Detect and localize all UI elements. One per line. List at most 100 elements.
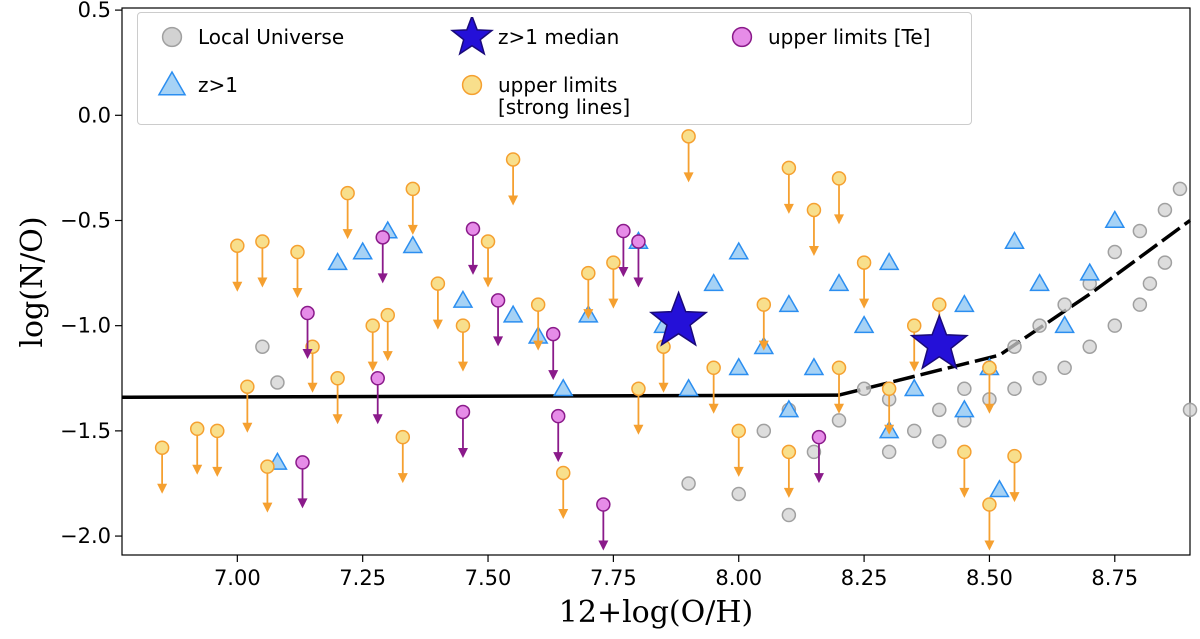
upper-limit-arrowhead bbox=[257, 277, 268, 288]
circle-marker bbox=[240, 379, 255, 394]
legend-label: upper limits [Te] bbox=[768, 25, 931, 49]
upper-limit-arrowhead bbox=[808, 245, 819, 256]
y-tick-label: 0.0 bbox=[78, 103, 111, 127]
triangle-marker bbox=[1104, 209, 1126, 228]
legend-label: Local Universe bbox=[198, 25, 345, 49]
upper-limit-arrowhead bbox=[212, 466, 223, 477]
fit-line bbox=[121, 393, 840, 399]
circle-marker bbox=[681, 476, 696, 491]
upper-limit-arrowhead bbox=[1009, 492, 1020, 503]
triangle-marker bbox=[778, 294, 800, 313]
circle-marker bbox=[781, 507, 797, 523]
circle-marker bbox=[405, 181, 421, 197]
legend-item: z>1 bbox=[146, 65, 446, 125]
upper-limit-arrowhead bbox=[457, 361, 468, 372]
circle-marker bbox=[161, 26, 183, 48]
circle-marker bbox=[831, 171, 847, 186]
circle-marker bbox=[490, 293, 506, 308]
legend-item: Local Universe bbox=[146, 17, 446, 65]
circle-marker bbox=[1007, 339, 1022, 354]
triangle-marker bbox=[678, 378, 699, 397]
triangle-marker bbox=[1079, 262, 1101, 281]
upper-limit-arrowhead bbox=[307, 382, 318, 393]
circle-marker bbox=[1107, 244, 1123, 260]
circle-marker bbox=[756, 297, 772, 312]
upper-limit-arrowhead bbox=[553, 452, 564, 463]
triangle-marker bbox=[903, 378, 925, 397]
triangle-marker bbox=[954, 294, 975, 313]
circle-marker bbox=[455, 404, 471, 420]
y-tick-label: −0.5 bbox=[60, 208, 111, 232]
legend-icon bbox=[450, 17, 494, 56]
circle-marker bbox=[365, 318, 380, 333]
star-marker bbox=[909, 313, 969, 370]
legend-icon bbox=[157, 70, 187, 96]
circle-marker bbox=[1157, 255, 1173, 270]
circle-marker bbox=[430, 276, 446, 291]
fit-line bbox=[838, 219, 1192, 397]
upper-limit-arrowhead bbox=[834, 214, 845, 225]
triangle-marker bbox=[352, 241, 373, 260]
circle-marker bbox=[982, 360, 997, 376]
circle-marker bbox=[1007, 381, 1022, 397]
circle-marker bbox=[555, 465, 571, 481]
triangle-marker bbox=[853, 315, 875, 334]
upper-limit-arrowhead bbox=[397, 473, 408, 484]
circle-marker bbox=[1082, 339, 1097, 354]
upper-limit-arrowhead bbox=[157, 483, 168, 494]
legend-icon bbox=[461, 74, 483, 96]
upper-limit-arrowhead bbox=[783, 203, 794, 214]
triangle-marker bbox=[778, 399, 800, 418]
circle-marker bbox=[255, 339, 270, 354]
upper-limit-arrowhead bbox=[758, 340, 769, 351]
circle-marker bbox=[461, 74, 483, 96]
upper-limit-arrowhead bbox=[548, 370, 559, 381]
circle-marker bbox=[1057, 360, 1072, 376]
upper-limit-arrowhead bbox=[432, 319, 443, 330]
star-marker bbox=[450, 17, 494, 56]
triangle-marker bbox=[1054, 315, 1075, 334]
circle-marker bbox=[606, 255, 621, 270]
triangle-marker bbox=[157, 70, 187, 96]
circle-marker bbox=[255, 234, 270, 249]
circle-marker bbox=[932, 297, 947, 312]
circle-marker bbox=[581, 265, 596, 281]
x-tick-label: 7.00 bbox=[214, 566, 261, 590]
circle-marker bbox=[375, 230, 390, 245]
upper-limit-arrowhead bbox=[708, 403, 719, 414]
x-tick-label: 7.50 bbox=[465, 566, 512, 590]
circle-marker bbox=[731, 26, 753, 48]
triangle-marker bbox=[878, 252, 900, 271]
upper-limit-arrowhead bbox=[859, 298, 870, 309]
triangle-marker bbox=[728, 241, 750, 260]
circle-marker bbox=[530, 297, 546, 312]
circle-marker bbox=[1032, 318, 1047, 333]
circle-marker bbox=[616, 223, 631, 239]
circle-marker bbox=[290, 244, 305, 260]
legend-item: upper limits [Te] bbox=[716, 17, 976, 65]
circle-marker bbox=[706, 360, 721, 376]
circle-marker bbox=[731, 423, 746, 439]
triangle-marker bbox=[703, 273, 724, 292]
circle-marker bbox=[731, 486, 746, 502]
triangle-marker bbox=[327, 252, 348, 271]
triangle-marker bbox=[728, 357, 750, 376]
circle-marker bbox=[957, 444, 972, 460]
circle-marker bbox=[455, 318, 471, 333]
triangle-marker bbox=[1029, 273, 1050, 292]
data-layer bbox=[121, 129, 1198, 551]
upper-limit-arrowhead bbox=[382, 351, 393, 362]
triangle-marker bbox=[828, 273, 850, 292]
upper-limit-arrowhead bbox=[558, 508, 569, 519]
upper-limit-arrowhead bbox=[683, 172, 694, 183]
y-tick-label: 0.5 bbox=[78, 0, 111, 22]
circle-marker bbox=[906, 318, 922, 333]
circle-marker bbox=[596, 497, 611, 512]
upper-limit-arrowhead bbox=[262, 502, 273, 513]
circle-marker bbox=[806, 202, 822, 218]
star-marker bbox=[648, 290, 709, 347]
upper-limit-arrowhead bbox=[959, 487, 970, 498]
upper-limit-arrowhead bbox=[633, 424, 644, 435]
